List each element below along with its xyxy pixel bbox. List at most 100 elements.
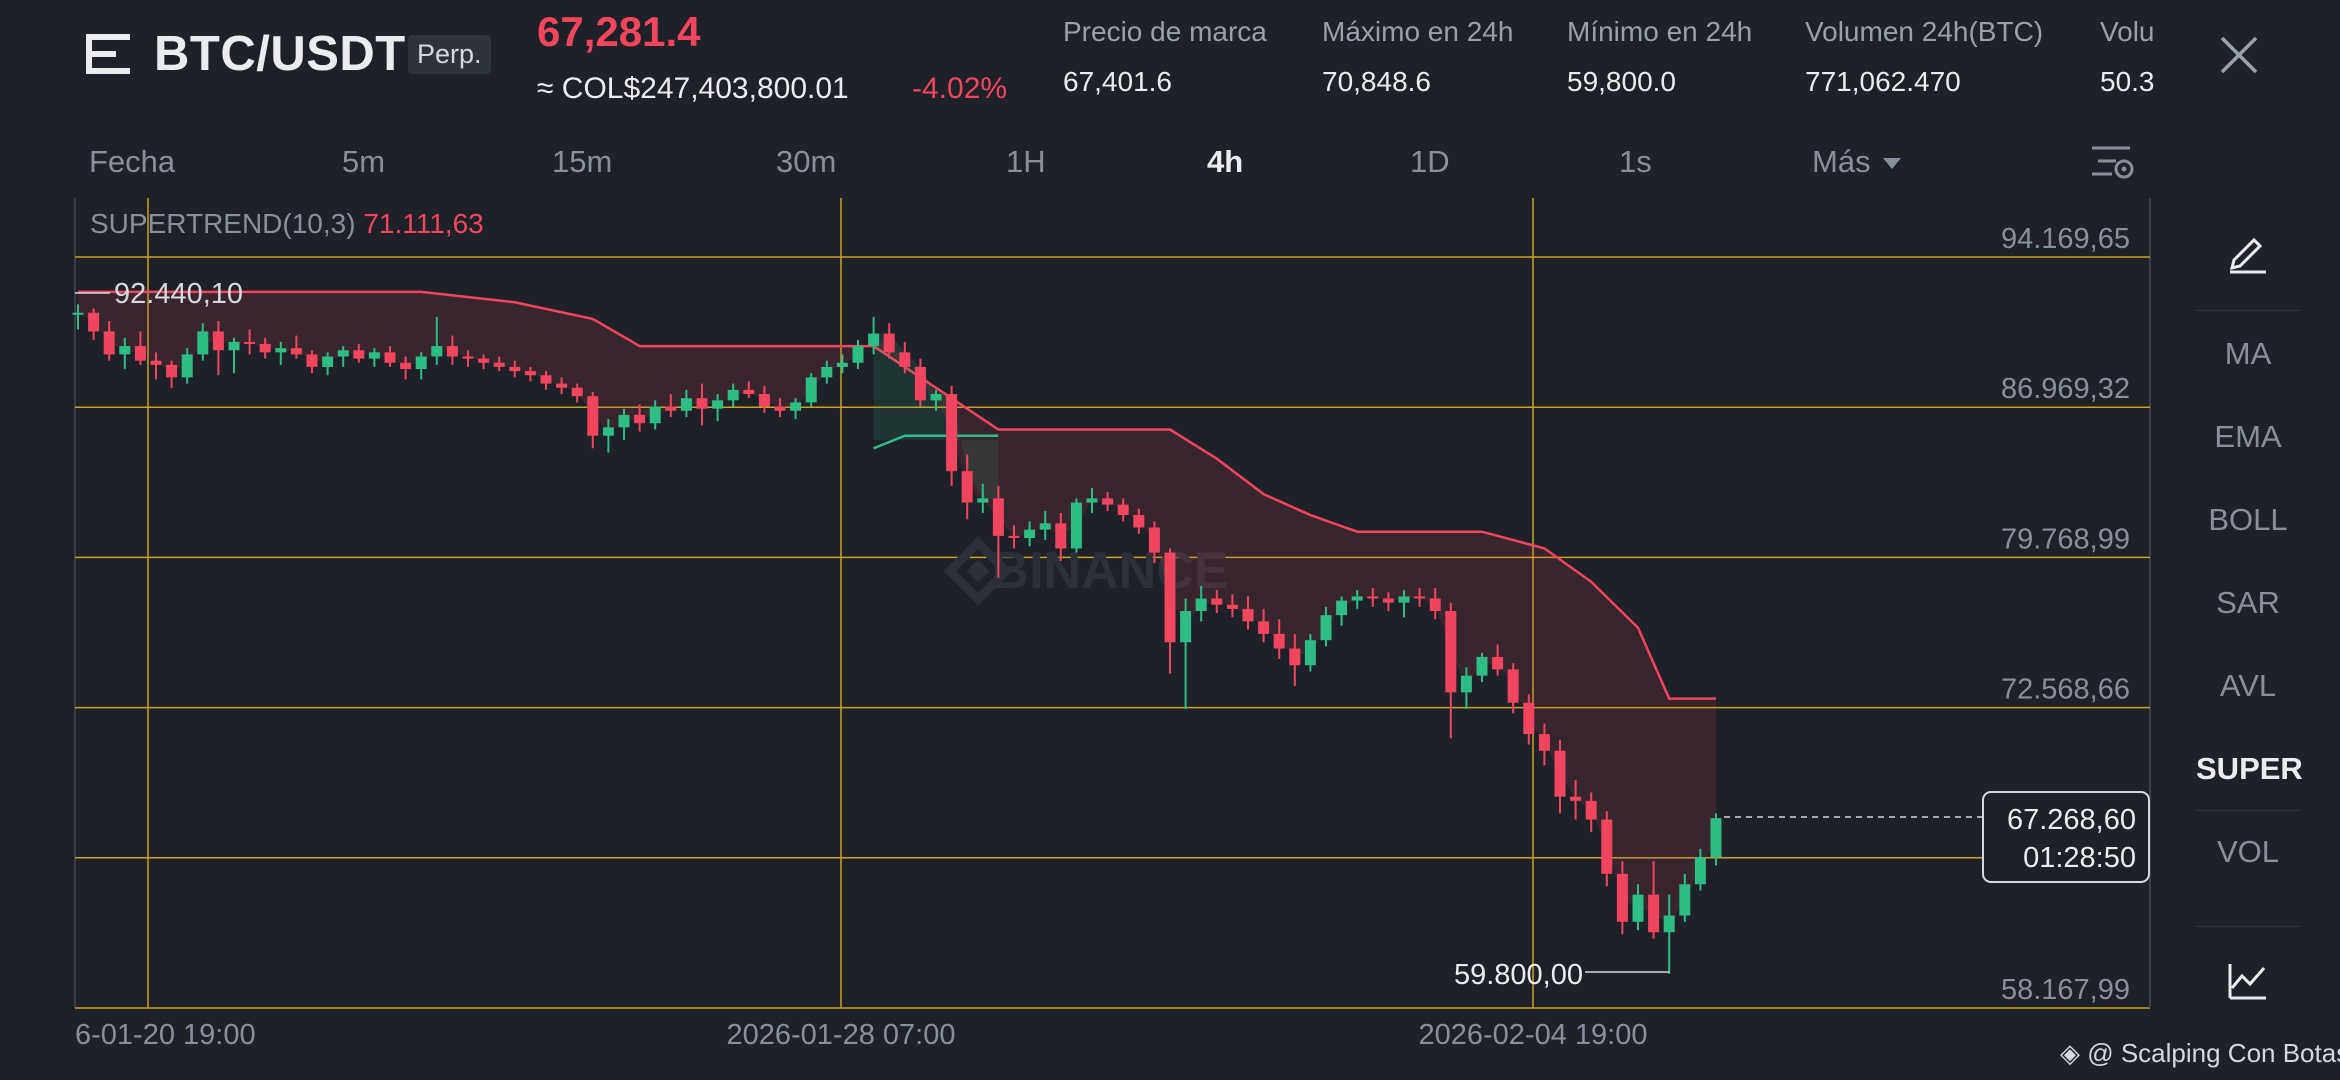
candle-body [72, 312, 84, 315]
candle [1320, 606, 1332, 647]
chart-settings-icon[interactable] [2090, 142, 2136, 184]
candle [119, 337, 131, 370]
candle [212, 321, 224, 376]
divider [2196, 926, 2300, 927]
candle [743, 381, 755, 399]
candle [914, 358, 926, 407]
candle-body [1039, 523, 1051, 530]
candle-body [1148, 527, 1160, 553]
candle-body [883, 333, 895, 353]
candle [1507, 663, 1519, 714]
candle-body [1008, 535, 1020, 538]
candle [134, 331, 146, 365]
candle [696, 383, 708, 426]
stat-label: Precio de marca [1063, 16, 1267, 47]
candle [540, 371, 552, 390]
candle-body [524, 371, 536, 376]
candle [415, 352, 427, 380]
candle-body [1070, 502, 1082, 549]
candle [1148, 521, 1160, 564]
candle-body [244, 341, 256, 344]
stat-label: Máximo en 24h [1322, 16, 1514, 47]
candle [1476, 652, 1488, 682]
x-tick-label: 2026-02-04 19:00 [1419, 1019, 1648, 1051]
candle-body [290, 348, 302, 355]
candle [150, 352, 162, 380]
candle-body [462, 356, 474, 359]
candle-body [1710, 818, 1722, 858]
tab-more[interactable]: Más [1812, 144, 1901, 180]
low-price-label: 59.800,00 [1454, 959, 1583, 991]
current-price-label: 67.268,60 [2007, 804, 2136, 836]
candle-body [181, 354, 193, 378]
stat-24h-high: Máximo en 24h 70,848.6 [1322, 16, 1513, 98]
candle [290, 335, 302, 359]
tab-5m[interactable]: 5m [342, 144, 386, 179]
stat-mark-price: Precio de marca 67,401.6 [1063, 16, 1267, 98]
candle-body [1273, 633, 1285, 649]
candle-body [649, 406, 661, 424]
candle-body [1133, 515, 1145, 528]
candle-body [1382, 598, 1394, 603]
indicator-super[interactable]: SUPER [2196, 751, 2303, 786]
candle [1180, 598, 1192, 710]
tab-1d[interactable]: 1D [1410, 144, 1450, 179]
candle-body [790, 402, 802, 411]
line-chart-icon[interactable] [2226, 958, 2270, 1002]
candle [649, 400, 661, 430]
candle [1414, 588, 1426, 607]
candle-body [134, 346, 146, 361]
candle-body [1398, 596, 1410, 603]
tab-4h[interactable]: 4h [1207, 144, 1244, 179]
pencil-icon[interactable] [2226, 230, 2270, 274]
menu-icon[interactable] [86, 30, 132, 78]
pair-symbol[interactable]: BTC/USDT [154, 27, 406, 81]
candle [1164, 548, 1176, 674]
candle [758, 385, 770, 413]
candle-body [1460, 675, 1472, 693]
candle-body [1492, 656, 1504, 670]
tab-30m[interactable]: 30m [776, 144, 837, 179]
candle-body [665, 406, 677, 411]
current-price-box[interactable] [1982, 791, 2150, 883]
candle [1445, 602, 1457, 739]
y-tick-label: 72.568,66 [2001, 674, 2130, 706]
candle [306, 350, 318, 374]
close-icon[interactable] [2218, 34, 2260, 76]
candle [1024, 521, 1036, 547]
indicator-avl[interactable]: AVL [2219, 668, 2277, 703]
candle [1242, 596, 1254, 630]
supertrend-line-up [873, 434, 999, 450]
candle-body [1601, 819, 1613, 874]
candle-body [1694, 857, 1706, 885]
tab-1h[interactable]: 1H [1006, 144, 1046, 179]
candle [509, 360, 521, 378]
indicator-sar[interactable]: SAR [2216, 585, 2280, 620]
candle-body [1320, 615, 1332, 641]
indicator-vol[interactable]: VOL [2216, 834, 2280, 869]
candle-body [1429, 598, 1441, 611]
indicator-ma[interactable]: MA [2224, 336, 2272, 371]
tab-fecha[interactable]: Fecha [89, 144, 176, 179]
candle-body [571, 387, 583, 397]
indicator-boll[interactable]: BOLL [2208, 502, 2288, 537]
indicator-legend[interactable]: SUPERTREND(10,3) 71.111,63 [90, 208, 484, 240]
x-axis-labels: 6-01-20 19:00 2026-01-28 07:00 2026-02-04 … [75, 1019, 1647, 1051]
candle [868, 316, 880, 355]
candle-body [322, 356, 334, 367]
tab-more-label: Más [1812, 144, 1871, 179]
tab-1s[interactable]: 1s [1619, 144, 1652, 179]
stat-24h-low: Mínimo en 24h 59,800.0 [1567, 16, 1752, 98]
y-tick-label: 79.768,99 [2001, 523, 2130, 555]
candles [72, 304, 1722, 974]
candle-body [415, 356, 427, 370]
candle [665, 394, 677, 417]
candle [1055, 512, 1067, 561]
indicator-ema[interactable]: EMA [2214, 419, 2282, 454]
x-tick-label: 2026-01-28 07:00 [727, 1019, 956, 1051]
candle-body [1164, 552, 1176, 643]
candle-body [1086, 498, 1098, 503]
candle [1585, 792, 1597, 833]
tab-15m[interactable]: 15m [552, 144, 613, 179]
